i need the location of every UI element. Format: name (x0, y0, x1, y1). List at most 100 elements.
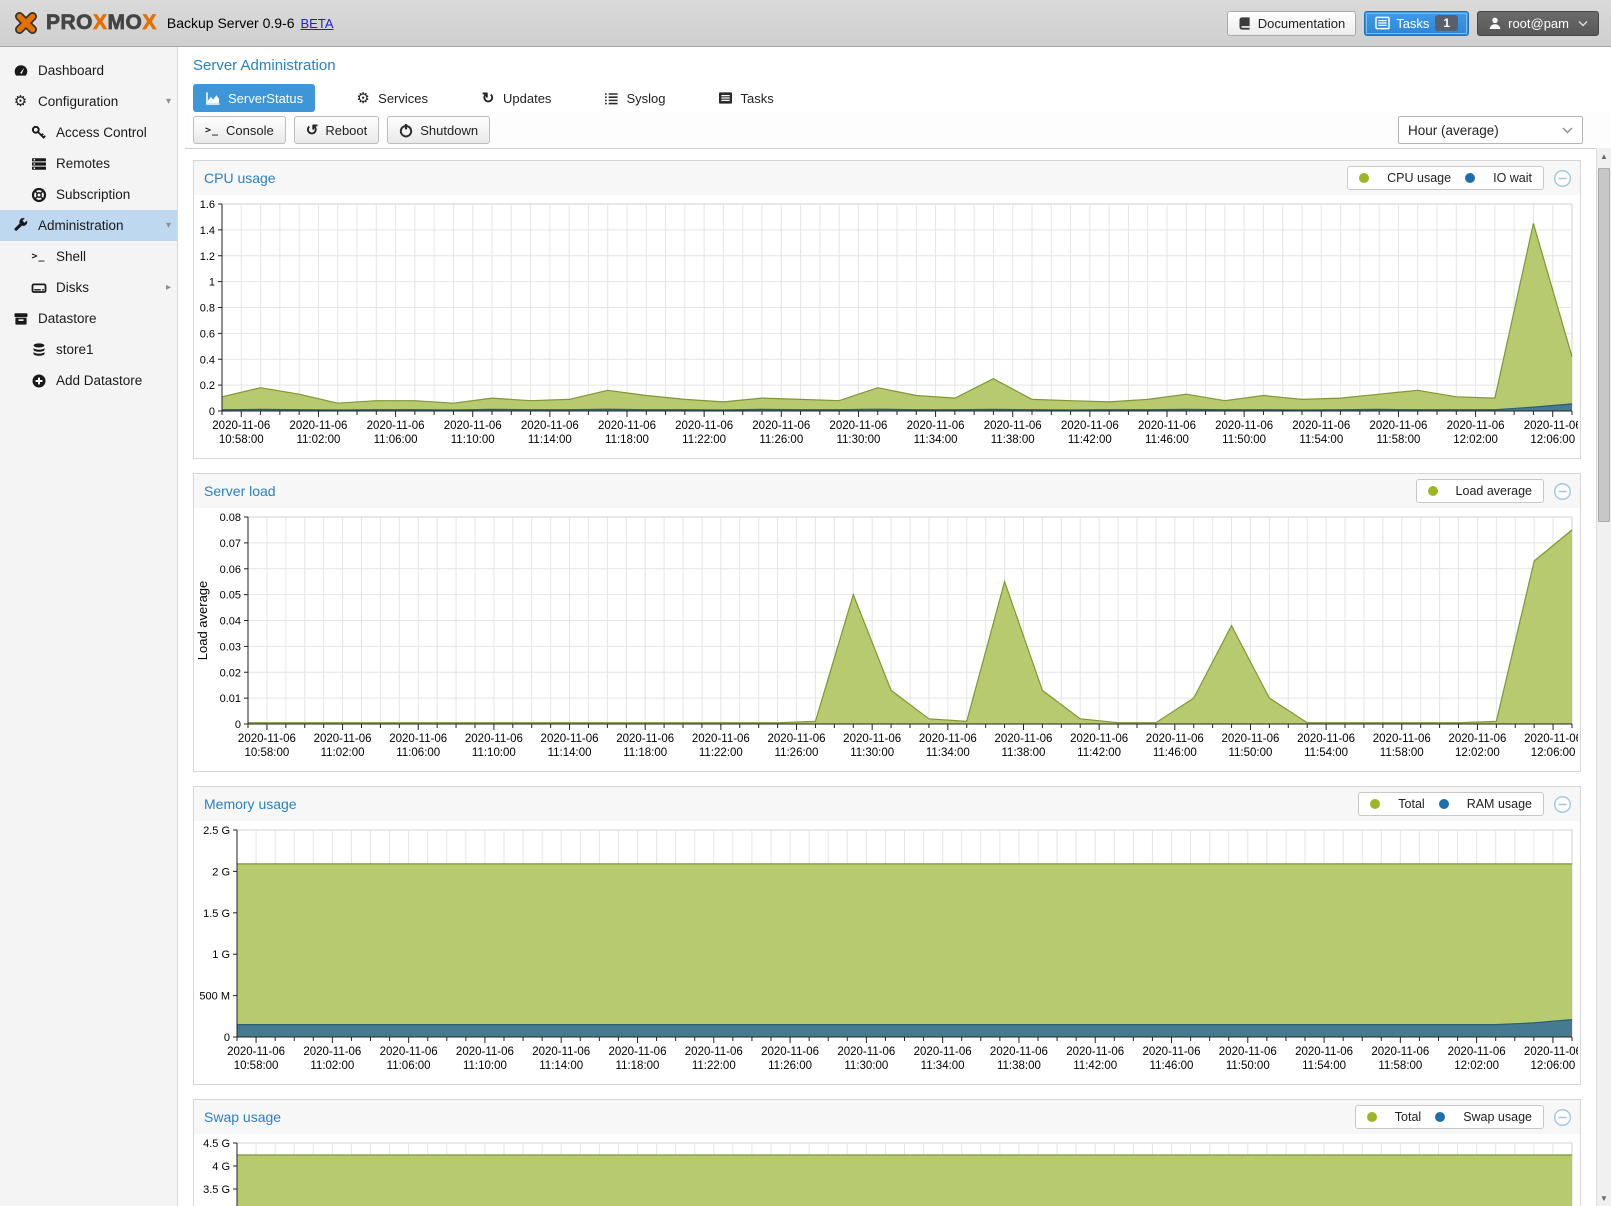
gears-icon: ⚙ (13, 93, 28, 110)
svg-text:2020-11-06: 2020-11-06 (1373, 733, 1431, 745)
svg-text:0.07: 0.07 (220, 538, 241, 550)
svg-text:2020-11-06: 2020-11-06 (1221, 733, 1279, 745)
svg-text:11:14:00: 11:14:00 (528, 434, 572, 446)
app-header: PROXMOX Backup Server 0.9-6 BETA Documen… (0, 0, 1611, 47)
memory-usage-panel: Memory usage Total RAM usage 0 500 M 1 G 1.5… (193, 786, 1581, 1085)
svg-text:2020-11-06: 2020-11-06 (541, 733, 599, 745)
sidebar-item-add-datastore[interactable]: Add Datastore (0, 365, 177, 396)
power-icon (399, 123, 413, 138)
proxmox-wordmark: PROXMOX (46, 11, 157, 35)
area-chart-icon (205, 90, 221, 106)
sidebar-item-label: Dashboard (38, 63, 105, 78)
timerange-select[interactable]: Hour (average) (1398, 116, 1583, 144)
server-load-panel: Server load Load average 0 0.01 0.02 0.03 0.… (193, 473, 1581, 772)
svg-text:2020-11-06: 2020-11-06 (616, 733, 674, 745)
scroll-down-arrow-icon[interactable]: ▼ (1600, 1193, 1608, 1203)
svg-text:11:38:00: 11:38:00 (1002, 747, 1046, 759)
sidebar-item-remotes[interactable]: Remotes (0, 148, 177, 179)
reboot-icon: ↺ (305, 122, 319, 139)
collapse-panel-icon[interactable] (1553, 169, 1572, 188)
tab-updates[interactable]: ↻ Updates (481, 90, 552, 107)
sidebar-item-label: Access Control (56, 125, 147, 140)
tasks-count-badge: 1 (1435, 15, 1459, 31)
shutdown-button[interactable]: Shutdown (387, 116, 491, 144)
svg-text:11:02:00: 11:02:00 (310, 1060, 354, 1072)
legend-label: Total (1394, 1110, 1422, 1124)
sidebar-item-disks[interactable]: Disks ▸ (0, 272, 177, 303)
sidebar-item-datastore[interactable]: Datastore (0, 303, 177, 334)
sidebar-item-store1[interactable]: store1 (0, 334, 177, 365)
vertical-scrollbar[interactable]: ▲ ▼ (1596, 148, 1611, 1206)
sidebar-item-administration[interactable]: Administration ▾ (0, 210, 177, 241)
svg-text:2020-11-06: 2020-11-06 (994, 733, 1052, 745)
svg-text:2020-11-06: 2020-11-06 (465, 733, 523, 745)
svg-text:2020-11-06: 2020-11-06 (1371, 1046, 1429, 1058)
svg-text:11:30:00: 11:30:00 (844, 1060, 888, 1072)
svg-text:2020-11-06: 2020-11-06 (1448, 1046, 1506, 1058)
svg-text:2020-11-06: 2020-11-06 (675, 420, 733, 432)
user-menu-button[interactable]: root@pam (1477, 10, 1599, 36)
svg-text:11:46:00: 11:46:00 (1145, 434, 1189, 446)
console-button[interactable]: >_ Console (193, 116, 286, 144)
legend-label: Load average (1455, 484, 1532, 498)
svg-text:11:38:00: 11:38:00 (997, 1060, 1041, 1072)
book-icon (1238, 16, 1252, 31)
svg-text:4 G: 4 G (212, 1161, 230, 1173)
proxmox-logo: PROXMOX (12, 9, 157, 37)
svg-text:11:46:00: 11:46:00 (1153, 747, 1197, 759)
collapse-chevron-icon[interactable]: ▾ (165, 96, 171, 107)
svg-text:11:22:00: 11:22:00 (682, 434, 726, 446)
beta-link[interactable]: BETA (300, 15, 334, 31)
svg-text:0: 0 (235, 719, 241, 731)
tab-serverstatus[interactable]: ServerStatus (193, 84, 316, 112)
sidebar-item-label: Datastore (38, 311, 97, 326)
svg-text:1.5 G: 1.5 G (203, 908, 230, 920)
sidebar-item-configuration[interactable]: ⚙ Configuration ▾ (0, 86, 177, 117)
svg-text:2020-11-06: 2020-11-06 (289, 420, 347, 432)
legend-dot (1427, 486, 1438, 496)
tab-syslog[interactable]: Syslog (591, 84, 677, 112)
collapse-panel-icon[interactable] (1553, 795, 1572, 814)
collapse-panel-icon[interactable] (1553, 482, 1572, 501)
svg-text:11:46:00: 11:46:00 (1150, 1060, 1194, 1072)
svg-text:2020-11-06: 2020-11-06 (1448, 733, 1506, 745)
reboot-button[interactable]: ↺ Reboot (293, 116, 380, 144)
sidebar-item-shell[interactable]: >_ Shell (0, 241, 177, 272)
sidebar-item-subscription[interactable]: Subscription (0, 179, 177, 210)
svg-text:2020-11-06: 2020-11-06 (444, 420, 502, 432)
svg-text:0: 0 (209, 406, 215, 418)
svg-text:2020-11-06: 2020-11-06 (532, 1046, 590, 1058)
sidebar-item-label: Configuration (38, 94, 119, 109)
scroll-up-arrow-icon[interactable]: ▲ (1600, 151, 1608, 161)
sidebar-item-access-control[interactable]: Access Control (0, 117, 177, 148)
svg-text:2020-11-06: 2020-11-06 (1215, 420, 1273, 432)
tab-tasks[interactable]: Tasks (705, 84, 785, 112)
svg-text:0.6: 0.6 (200, 328, 215, 340)
tab-services[interactable]: ⚙ Services (356, 89, 429, 107)
svg-text:2020-11-06: 2020-11-06 (1524, 733, 1578, 745)
scrollbar-thumb[interactable] (1598, 168, 1610, 522)
svg-text:1.6: 1.6 (200, 199, 215, 211)
svg-text:2020-11-06: 2020-11-06 (837, 1046, 895, 1058)
svg-text:11:58:00: 11:58:00 (1378, 1060, 1422, 1072)
svg-text:11:10:00: 11:10:00 (451, 434, 495, 446)
svg-text:11:18:00: 11:18:00 (623, 747, 667, 759)
legend-label: IO wait (1493, 171, 1532, 185)
tasks-button[interactable]: Tasks 1 (1364, 10, 1470, 36)
svg-text:2020-11-06: 2020-11-06 (1070, 733, 1128, 745)
svg-text:0.4: 0.4 (200, 354, 215, 366)
sidebar-item-dashboard[interactable]: Dashboard (0, 55, 177, 86)
expand-chevron-icon[interactable]: ▸ (165, 282, 171, 293)
collapse-panel-icon[interactable] (1553, 1108, 1572, 1127)
svg-text:11:30:00: 11:30:00 (850, 747, 894, 759)
collapse-chevron-icon[interactable]: ▾ (165, 220, 171, 231)
svg-text:11:22:00: 11:22:00 (692, 1060, 736, 1072)
svg-text:2020-11-06: 2020-11-06 (692, 733, 750, 745)
svg-text:11:22:00: 11:22:00 (699, 747, 743, 759)
svg-text:2020-11-06: 2020-11-06 (829, 420, 887, 432)
database-icon (30, 342, 47, 358)
documentation-button[interactable]: Documentation (1226, 10, 1357, 36)
legend-dot (1465, 173, 1476, 183)
svg-text:2020-11-06: 2020-11-06 (212, 420, 270, 432)
